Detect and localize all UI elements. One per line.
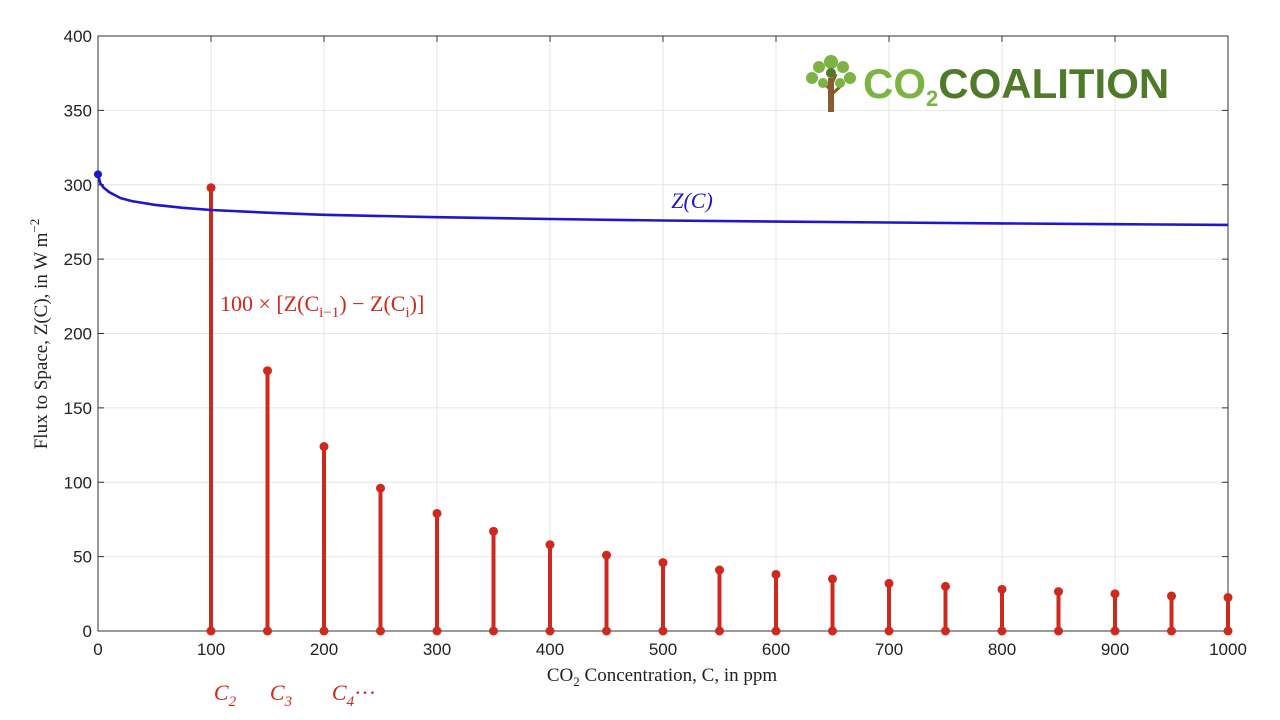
stem-base-point xyxy=(489,626,498,636)
stem-base-point xyxy=(884,626,894,636)
x-tick-label: 300 xyxy=(423,640,451,659)
stem-base-point xyxy=(1054,626,1063,636)
x-tick-label: 400 xyxy=(536,640,564,659)
y-tick-label: 200 xyxy=(64,325,92,344)
curve-label: Z(C) xyxy=(671,188,713,213)
z-curve-start-point xyxy=(94,170,102,179)
stem-base-point xyxy=(1167,626,1176,636)
stem-top-point xyxy=(376,483,385,493)
stem-base-point xyxy=(997,626,1007,636)
stem-top-point xyxy=(263,366,272,376)
stem-base-point xyxy=(715,626,724,636)
stem-series xyxy=(206,183,1233,636)
stem-base-point xyxy=(263,626,272,636)
stem-base-point xyxy=(376,626,385,636)
c4-label: C4··· xyxy=(332,680,376,710)
stem-top-point xyxy=(206,183,216,193)
x-tick-label: 200 xyxy=(310,640,338,659)
y-tick-label: 300 xyxy=(64,176,92,195)
stem-base-point xyxy=(206,626,216,636)
stem-top-point xyxy=(1110,589,1120,599)
stem-base-point xyxy=(658,626,668,636)
x-tick-label: 700 xyxy=(875,640,903,659)
x-tick-label: 900 xyxy=(1101,640,1129,659)
stem-base-point xyxy=(771,626,781,636)
y-tick-label: 50 xyxy=(73,548,92,567)
y-tick-label: 400 xyxy=(64,27,92,46)
y-tick-label: 0 xyxy=(83,622,92,641)
stem-top-point xyxy=(941,581,950,591)
z-curve-line xyxy=(96,173,1229,227)
stem-top-point xyxy=(545,540,555,550)
stem-top-point xyxy=(715,565,724,575)
stem-top-point xyxy=(658,558,668,568)
x-tick-label: 800 xyxy=(988,640,1016,659)
stem-label: 100 × [Z(Ci−1) − Z(Ci)] xyxy=(220,291,424,321)
c2-label: C2 xyxy=(214,680,237,710)
stem-base-point xyxy=(432,626,442,636)
stem-base-point xyxy=(545,626,555,636)
stem-top-point xyxy=(432,508,442,518)
stem-top-point xyxy=(602,550,611,560)
stem-base-point xyxy=(319,626,329,636)
y-axis-ticks: 0 50 100 150 200 250 300 350 400 xyxy=(64,27,1228,641)
z-curve-series xyxy=(94,170,1229,227)
x-tick-label: 1000 xyxy=(1209,640,1247,659)
stem-top-point xyxy=(884,578,894,588)
logo-text: CO2COALITION xyxy=(863,60,1169,111)
c3-label: C3 xyxy=(270,680,292,710)
y-axis-label: Flux to Space, Z(C), in W m−2 xyxy=(27,219,52,450)
tree-icon xyxy=(806,55,856,112)
x-axis-label: CO2 Concentration, C, in ppm xyxy=(547,665,777,689)
stem-base-point xyxy=(1110,626,1120,636)
stem-top-point xyxy=(489,526,498,536)
co2-coalition-logo: CO2COALITION xyxy=(806,55,1169,112)
x-axis-ticks: 0 100 200 300 400 500 600 700 800 900 1000 xyxy=(93,36,1247,659)
x-tick-label: 0 xyxy=(93,640,102,659)
stem-top-point xyxy=(319,442,329,452)
stem-top-point xyxy=(1167,591,1176,601)
stem-base-point xyxy=(828,626,837,636)
stem-top-point xyxy=(997,584,1007,594)
x-tick-label: 600 xyxy=(762,640,790,659)
y-tick-label: 250 xyxy=(64,250,92,269)
stem-top-point xyxy=(771,569,781,579)
stem-base-point xyxy=(602,626,611,636)
y-tick-label: 100 xyxy=(64,473,92,492)
stem-base-point xyxy=(1223,626,1233,636)
x-tick-label: 100 xyxy=(197,640,225,659)
stem-top-point xyxy=(1223,593,1233,603)
stem-base-point xyxy=(941,626,950,636)
stem-top-point xyxy=(1054,587,1063,597)
x-tick-label: 500 xyxy=(649,640,677,659)
stem-top-point xyxy=(828,574,837,584)
y-tick-label: 350 xyxy=(64,101,92,120)
y-tick-label: 150 xyxy=(64,399,92,418)
